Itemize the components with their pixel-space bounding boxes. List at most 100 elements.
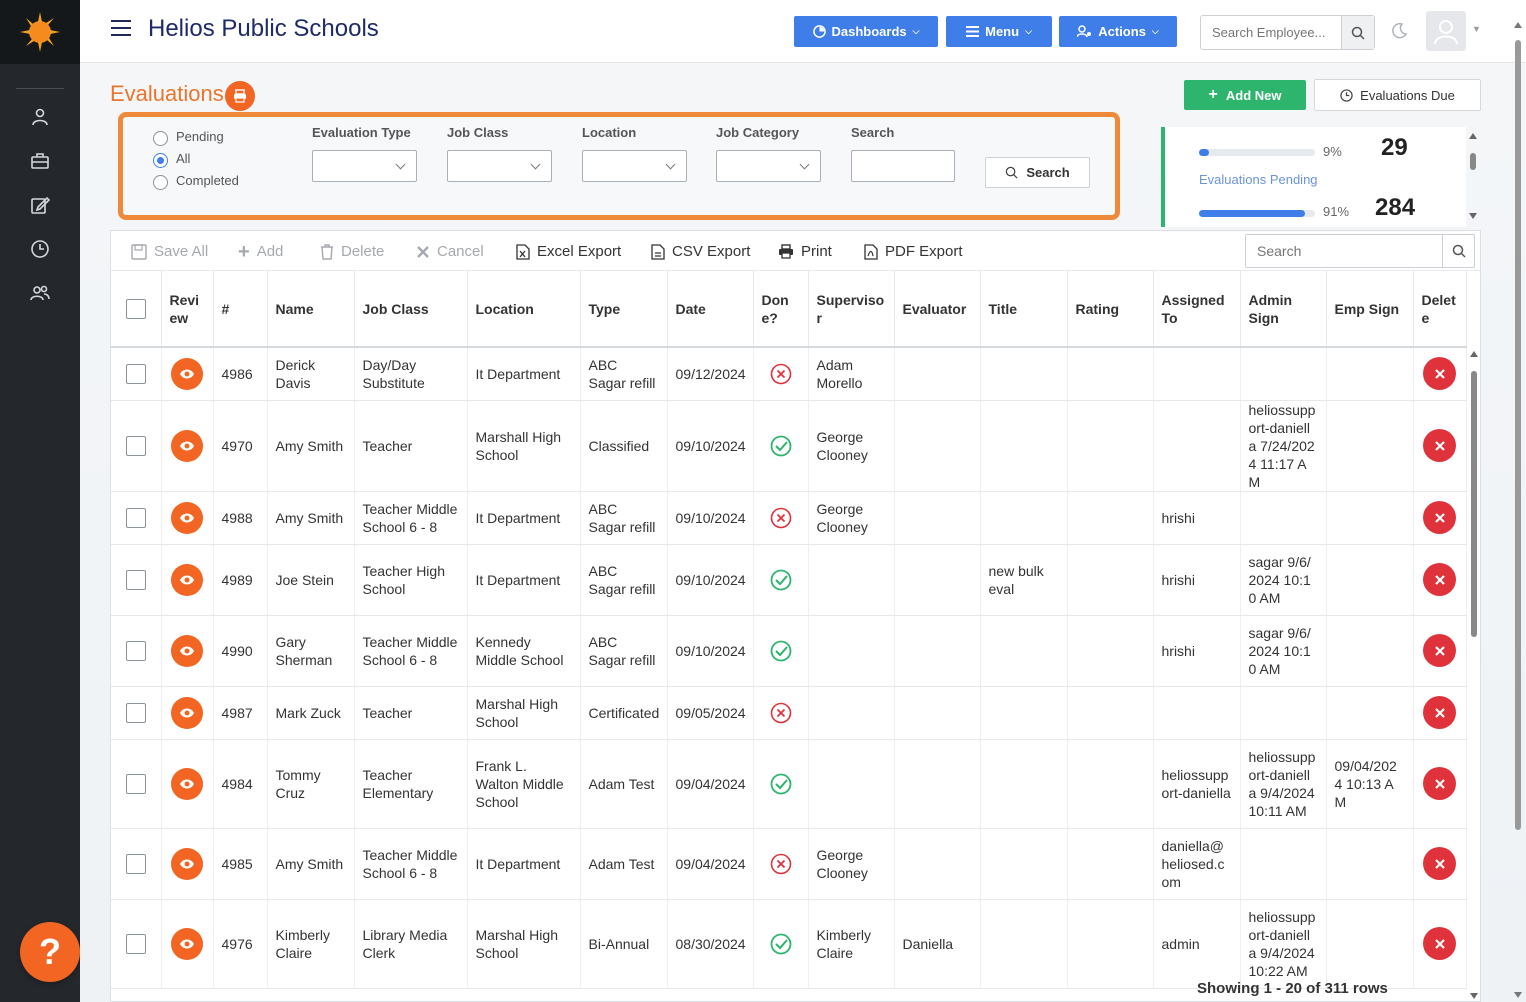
- briefcase-icon[interactable]: [30, 151, 50, 171]
- cancel-button[interactable]: Cancel: [416, 243, 484, 260]
- evaluation-type-select[interactable]: [312, 150, 417, 182]
- row-checkbox[interactable]: [125, 363, 146, 384]
- table-row[interactable]: 4989 Joe Stein Teacher High School It Depar…: [111, 544, 1467, 616]
- row-checkbox[interactable]: [125, 435, 146, 456]
- column-header-supervisor[interactable]: Supervisor: [808, 271, 895, 348]
- row-checkbox[interactable]: [125, 507, 146, 528]
- clock-icon[interactable]: [30, 239, 50, 259]
- row-checkbox[interactable]: [125, 853, 146, 874]
- job-category-select[interactable]: [716, 150, 821, 182]
- delete-row-button[interactable]: [1423, 357, 1456, 391]
- review-eye-button[interactable]: [171, 634, 203, 667]
- delete-row-button[interactable]: [1423, 429, 1456, 462]
- status-option-pending[interactable]: Pending: [153, 125, 239, 147]
- column-header-title[interactable]: Title: [980, 271, 1068, 348]
- pdf-export-button[interactable]: PDF Export: [863, 243, 963, 260]
- print-button[interactable]: Print: [778, 243, 832, 260]
- column-header-done[interactable]: Done?: [753, 271, 809, 348]
- column-header-type[interactable]: Type: [580, 271, 668, 348]
- review-eye-button[interactable]: [171, 501, 203, 534]
- cell-id: 4987: [213, 686, 268, 740]
- avatar[interactable]: [1426, 11, 1466, 51]
- row-checkbox[interactable]: [125, 569, 146, 590]
- radio-completed[interactable]: [153, 174, 168, 190]
- radio-all[interactable]: [153, 152, 168, 168]
- column-header-rating[interactable]: Rating: [1067, 271, 1154, 348]
- logo[interactable]: [0, 0, 80, 64]
- table-row[interactable]: 4988 Amy Smith Teacher Middle School 6 - 8…: [111, 491, 1467, 545]
- delete-row-button[interactable]: [1423, 847, 1456, 880]
- cell-type: Classified: [580, 400, 668, 492]
- review-eye-button[interactable]: [171, 429, 203, 462]
- users-icon[interactable]: [30, 283, 50, 303]
- review-eye-button[interactable]: [171, 767, 203, 800]
- column-header-date[interactable]: Date: [667, 271, 754, 348]
- table-row[interactable]: 4985 Amy Smith Teacher Middle School 6 - 8…: [111, 828, 1467, 900]
- person-icon[interactable]: [30, 107, 50, 127]
- table-row[interactable]: 4987 Mark Zuck Teacher Marshal High School C…: [111, 686, 1467, 740]
- grid-search-input[interactable]: [1246, 235, 1442, 267]
- page-scrollbar[interactable]: [1512, 20, 1524, 1000]
- review-eye-button[interactable]: [171, 696, 203, 729]
- review-eye-button[interactable]: [171, 357, 203, 390]
- cell-type: ABC Sagar refill: [580, 347, 668, 401]
- evaluations-due-button[interactable]: Evaluations Due: [1314, 79, 1481, 111]
- hamburger-menu-icon[interactable]: [111, 20, 131, 36]
- delete-row-button[interactable]: [1423, 563, 1456, 596]
- menu-button[interactable]: Menu ⌵: [946, 16, 1052, 47]
- delete-row-button[interactable]: [1423, 767, 1456, 800]
- save-all-button[interactable]: Save All: [131, 243, 208, 260]
- delete-row-button[interactable]: [1423, 634, 1456, 667]
- review-eye-button[interactable]: [171, 927, 203, 960]
- employee-search-input[interactable]: [1201, 16, 1341, 49]
- filter-search-input[interactable]: [851, 150, 955, 182]
- column-header-admin-sign[interactable]: Admin Sign: [1240, 271, 1327, 348]
- row-checkbox[interactable]: [125, 933, 146, 954]
- grid-search-button[interactable]: [1442, 235, 1474, 267]
- column-header-review[interactable]: Review: [161, 271, 214, 348]
- employee-search-button[interactable]: [1341, 16, 1374, 49]
- delete-button[interactable]: Delete: [320, 243, 384, 260]
- delete-row-button[interactable]: [1423, 927, 1456, 960]
- column-header-location[interactable]: Location: [467, 271, 581, 348]
- row-checkbox[interactable]: [125, 640, 146, 661]
- radio-pending[interactable]: [153, 130, 168, 146]
- actions-button[interactable]: Actions ⌵: [1059, 16, 1177, 47]
- job-class-select[interactable]: [447, 150, 552, 182]
- status-option-completed[interactable]: Completed: [153, 169, 239, 191]
- status-option-all[interactable]: All: [153, 147, 239, 169]
- table-row[interactable]: 4984 Tommy Cruz Teacher Elementary Frank L.…: [111, 739, 1467, 829]
- column-header-evaluator[interactable]: Evaluator: [894, 271, 981, 348]
- edit-icon[interactable]: [30, 195, 51, 215]
- table-row[interactable]: 4970 Amy Smith Teacher Marshall High School…: [111, 400, 1467, 492]
- column-header-emp-sign[interactable]: Emp Sign: [1326, 271, 1414, 348]
- delete-row-button[interactable]: [1423, 696, 1456, 729]
- review-eye-button[interactable]: [171, 563, 203, 596]
- add-new-button[interactable]: + Add New: [1184, 80, 1306, 110]
- column-header-name[interactable]: Name: [267, 271, 355, 348]
- print-page-button[interactable]: [225, 81, 255, 111]
- column-header-delete[interactable]: Delete: [1413, 271, 1467, 348]
- row-checkbox[interactable]: [125, 702, 146, 723]
- dashboards-button[interactable]: Dashboards ⌵: [794, 16, 938, 47]
- help-button[interactable]: ?: [20, 922, 80, 982]
- chevron-down-icon[interactable]: ▼: [1472, 24, 1481, 34]
- add-button[interactable]: + Add: [238, 242, 283, 262]
- column-header-id[interactable]: #: [213, 271, 268, 348]
- table-row[interactable]: 4990 Gary Sherman Teacher Middle School 6 …: [111, 615, 1467, 687]
- filter-search-button[interactable]: Search: [985, 157, 1090, 188]
- select-all-checkbox[interactable]: [125, 298, 146, 319]
- csv-export-button[interactable]: CSV Export: [650, 243, 750, 260]
- row-checkbox[interactable]: [125, 773, 146, 794]
- dark-mode-toggle-icon[interactable]: [1390, 22, 1408, 40]
- table-row[interactable]: 4986 Derick Davis Day/Day Substitute It Dep…: [111, 347, 1467, 401]
- location-select[interactable]: [582, 150, 687, 182]
- grid-scrollbar[interactable]: [1468, 349, 1480, 1002]
- column-header-assigned-to[interactable]: Assigned To: [1153, 271, 1241, 348]
- delete-row-button[interactable]: [1423, 501, 1456, 534]
- column-header-job-class[interactable]: Job Class: [354, 271, 468, 348]
- review-eye-button[interactable]: [171, 847, 203, 880]
- stats-scrollbar[interactable]: [1467, 131, 1479, 221]
- excel-export-button[interactable]: Excel Export: [515, 243, 621, 260]
- table-row[interactable]: 4976 Kimberly Claire Library Media Clerk Ma…: [111, 899, 1467, 989]
